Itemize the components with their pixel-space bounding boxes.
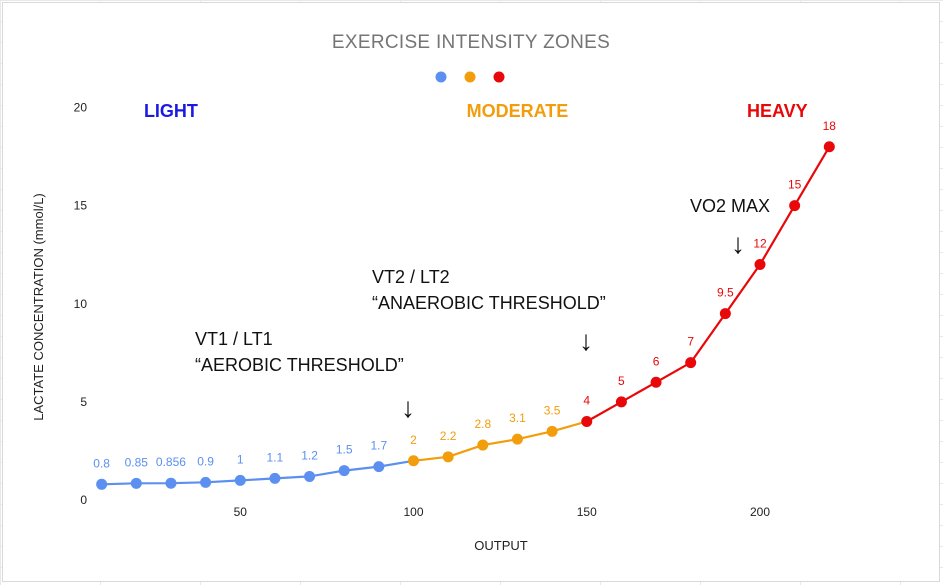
data-point (269, 472, 281, 484)
data-label: 9.5 (717, 286, 734, 300)
data-label: 0.85 (125, 455, 149, 469)
data-point (719, 308, 731, 320)
data-label: 15 (788, 178, 802, 192)
data-labels: 0.8 0.85 0.856 0.9 1 1.1 1.2 1.5 1.7 2 2.2 2.8 3.1 3.… (93, 119, 836, 471)
series-points (96, 141, 835, 490)
data-point (442, 451, 454, 463)
data-label: 0.856 (156, 455, 186, 469)
data-point (234, 474, 246, 486)
data-label: 2 (410, 433, 417, 447)
y-axis-title: LACTATE CONCENTRATION (mmol/L) (31, 193, 46, 421)
data-point (165, 477, 177, 489)
data-label: 1.1 (267, 450, 284, 464)
legend-marker (493, 71, 505, 83)
annotation-text: VO2 MAX (690, 196, 770, 216)
zone-label: HEAVY (747, 101, 808, 121)
x-tick-label: 200 (750, 505, 770, 519)
data-label: 0.8 (93, 456, 110, 470)
x-axis-ticks: 50 100 150 200 (234, 505, 771, 519)
annotation-text: VT2 / LT2 (372, 267, 450, 287)
data-label: 6 (653, 354, 660, 368)
x-tick-label: 150 (577, 505, 597, 519)
data-label: 1 (237, 452, 244, 466)
data-label: 3.1 (509, 411, 526, 425)
y-tick-label: 0 (80, 493, 87, 507)
data-label: 2.2 (440, 429, 457, 443)
legend-marker (435, 71, 447, 83)
legend-marker (464, 71, 476, 83)
y-tick-label: 20 (74, 101, 88, 115)
data-point (823, 141, 835, 153)
data-label: 7 (687, 335, 694, 349)
data-point (408, 455, 419, 467)
data-point (685, 357, 697, 369)
data-point (373, 461, 385, 473)
legend (435, 71, 505, 83)
zone-label: MODERATE (467, 101, 569, 121)
chart-title: EXERCISE INTENSITY ZONES (332, 32, 610, 53)
annotation-text: “ANAEROBIC THRESHOLD” (372, 293, 606, 313)
annotation-text: “AEROBIC THRESHOLD” (195, 355, 404, 375)
data-point (754, 259, 766, 270)
zone-label: LIGHT (144, 101, 198, 121)
data-point (130, 477, 142, 489)
series-lines (101, 146, 831, 486)
data-point (546, 425, 558, 437)
data-label: 4 (583, 394, 590, 408)
data-point (338, 465, 350, 477)
data-point (200, 476, 212, 488)
y-tick-label: 5 (80, 395, 87, 409)
data-point (581, 416, 593, 427)
data-label: 3.5 (544, 403, 561, 417)
data-label: 5 (618, 374, 625, 388)
data-point (511, 433, 523, 445)
data-point (96, 478, 108, 490)
data-label: 1.7 (371, 439, 388, 453)
data-point (650, 376, 662, 388)
down-arrow-icon: ↓ (401, 392, 415, 423)
data-label: 2.8 (474, 417, 491, 431)
y-tick-label: 10 (74, 297, 88, 311)
down-arrow-icon: ↓ (579, 325, 593, 356)
series-line (101, 459, 414, 486)
y-tick-label: 15 (74, 199, 88, 213)
data-label: 18 (823, 119, 837, 133)
data-label: 1.5 (336, 443, 353, 457)
annotation-text: VT1 / LT1 (195, 329, 273, 349)
x-tick-label: 100 (403, 505, 423, 519)
series-line (413, 420, 588, 462)
y-axis-ticks: 0 5 10 15 20 (74, 101, 88, 508)
x-axis-title: OUTPUT (474, 538, 528, 553)
series-line (586, 146, 831, 423)
data-label: 0.9 (197, 454, 214, 468)
data-point (477, 439, 489, 451)
annotations: VT1 / LT1 “AEROBIC THRESHOLD” ↓ VT2 / LT2 “A… (195, 196, 770, 423)
data-point (789, 200, 801, 212)
data-point (304, 470, 316, 482)
x-tick-label: 50 (234, 505, 248, 519)
data-point (615, 396, 627, 408)
data-label: 12 (753, 237, 767, 251)
zone-labels: LIGHT MODERATE HEAVY (144, 101, 808, 121)
data-label: 1.2 (301, 448, 318, 462)
down-arrow-icon: ↓ (731, 228, 745, 259)
